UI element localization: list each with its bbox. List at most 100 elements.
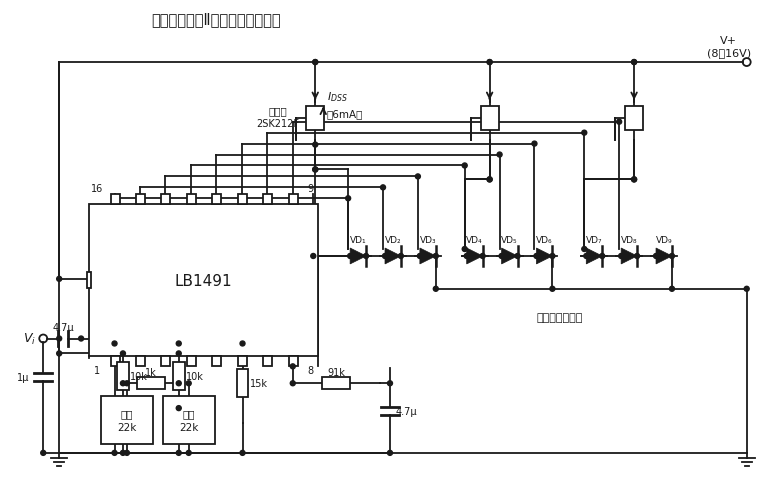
Text: VD₂: VD₂ (385, 235, 401, 244)
Circle shape (41, 450, 45, 455)
Text: 8: 8 (307, 366, 313, 376)
Text: VD₁: VD₁ (350, 235, 367, 244)
Bar (137, 378, 165, 389)
Text: VD₈: VD₈ (621, 235, 638, 244)
Circle shape (79, 336, 84, 341)
Circle shape (631, 177, 637, 182)
Circle shape (120, 351, 126, 356)
Circle shape (120, 381, 126, 386)
Circle shape (534, 254, 539, 259)
Circle shape (434, 287, 438, 292)
Circle shape (313, 168, 318, 172)
Bar (289, 195, 298, 205)
Circle shape (240, 450, 245, 455)
Bar (101, 396, 152, 444)
Circle shape (669, 254, 675, 259)
Circle shape (634, 254, 640, 259)
Circle shape (176, 406, 181, 411)
Bar (213, 195, 221, 205)
Circle shape (176, 450, 181, 455)
Bar (289, 357, 298, 367)
Circle shape (464, 254, 469, 259)
Text: 9: 9 (307, 184, 313, 194)
Circle shape (532, 142, 537, 147)
Bar (187, 357, 196, 367)
Circle shape (582, 131, 587, 136)
Text: 2SK212F: 2SK212F (256, 118, 299, 128)
Text: 15k: 15k (249, 378, 267, 388)
Bar (172, 362, 185, 390)
Text: VD₃: VD₃ (420, 235, 436, 244)
Circle shape (240, 341, 245, 346)
Circle shape (462, 247, 467, 252)
Circle shape (415, 174, 420, 179)
Bar (162, 195, 170, 205)
Text: 失调: 失调 (121, 408, 133, 418)
Circle shape (744, 287, 749, 292)
Circle shape (290, 381, 295, 386)
Circle shape (380, 185, 386, 190)
Circle shape (499, 254, 504, 259)
Circle shape (654, 254, 658, 259)
Bar (87, 273, 91, 289)
Circle shape (550, 254, 555, 259)
Polygon shape (501, 248, 517, 265)
Circle shape (112, 341, 117, 346)
Text: VD₆: VD₆ (536, 235, 553, 244)
Polygon shape (420, 248, 436, 265)
Polygon shape (350, 248, 366, 265)
Circle shape (631, 61, 637, 66)
Text: （6mA）: （6mA） (327, 109, 363, 119)
Bar (625, 107, 643, 130)
Bar (236, 370, 249, 397)
Text: 1k: 1k (145, 368, 157, 378)
Bar (238, 357, 247, 367)
Bar (111, 357, 119, 367)
Text: 4.7μ: 4.7μ (52, 322, 74, 332)
Circle shape (487, 61, 492, 66)
Circle shape (669, 287, 675, 292)
Bar (263, 357, 273, 367)
Circle shape (313, 61, 318, 66)
Text: 22k: 22k (179, 422, 199, 432)
Circle shape (346, 196, 350, 201)
Text: VD₄: VD₄ (467, 235, 483, 244)
Bar (89, 205, 318, 357)
Bar (162, 396, 215, 444)
Text: V+: V+ (720, 36, 737, 46)
Circle shape (434, 254, 438, 259)
Bar (187, 195, 196, 205)
Circle shape (347, 254, 353, 259)
Circle shape (462, 164, 467, 169)
Circle shape (487, 61, 492, 66)
Text: LB1491: LB1491 (175, 273, 233, 288)
Polygon shape (385, 248, 401, 265)
Circle shape (497, 153, 502, 158)
Circle shape (363, 254, 369, 259)
Circle shape (617, 120, 621, 125)
Text: 1μ: 1μ (17, 373, 29, 383)
Circle shape (176, 351, 181, 356)
Bar (480, 107, 499, 130)
Text: VD₇: VD₇ (586, 235, 603, 244)
Polygon shape (537, 248, 552, 265)
Polygon shape (621, 248, 637, 265)
Bar (263, 195, 273, 205)
Circle shape (125, 450, 129, 455)
Circle shape (313, 61, 318, 66)
Text: 91k: 91k (327, 368, 345, 378)
Circle shape (631, 61, 637, 66)
Polygon shape (656, 248, 672, 265)
Circle shape (582, 247, 587, 252)
Circle shape (515, 254, 520, 259)
Circle shape (57, 351, 62, 356)
Circle shape (186, 381, 191, 386)
Circle shape (186, 450, 191, 455)
Bar (238, 195, 247, 205)
Bar (136, 195, 145, 205)
Circle shape (387, 450, 393, 455)
Circle shape (125, 381, 129, 386)
Circle shape (487, 177, 492, 182)
Bar (111, 195, 119, 205)
Text: (8～16V): (8～16V) (707, 48, 751, 58)
